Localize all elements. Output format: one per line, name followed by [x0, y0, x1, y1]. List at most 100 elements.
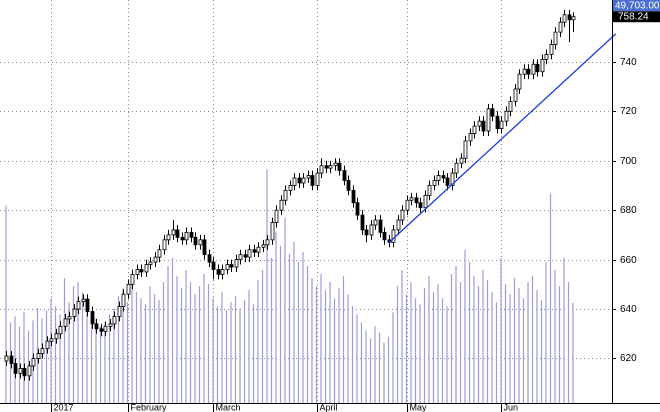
candle-body [468, 133, 473, 142]
candle-body [225, 264, 230, 270]
y-tick-label: 720 [620, 106, 637, 117]
candle-body [504, 110, 509, 122]
y-tick-label: 680 [620, 205, 637, 216]
volume-bar [279, 245, 282, 403]
candle-body [315, 172, 320, 186]
candle-body [193, 236, 198, 246]
volume-bar [428, 276, 430, 403]
candle-body [130, 274, 135, 285]
volume-bar [144, 304, 147, 403]
candle-body [216, 269, 221, 275]
candle-body [346, 180, 351, 191]
volume-bar [446, 306, 448, 403]
candle-body [279, 199, 284, 211]
volume-bar [113, 308, 115, 403]
volume-bar [185, 270, 187, 403]
volume-bar [90, 312, 93, 403]
candle-body [117, 306, 122, 317]
volume-bar [23, 312, 25, 403]
candle-body [535, 63, 540, 73]
volume-bar [450, 274, 453, 403]
candle-body [36, 353, 41, 359]
candle-body [337, 162, 342, 171]
volume-bar [212, 298, 214, 403]
volume-bar [459, 282, 462, 403]
volume-bar [531, 276, 534, 403]
candle-body [544, 53, 549, 60]
candle-body [292, 177, 297, 186]
candle-body [202, 239, 207, 256]
volume-bar [54, 306, 57, 403]
candle-body [378, 219, 383, 233]
volume-bar [99, 326, 102, 403]
candle-body [94, 323, 99, 330]
volume-bar [189, 282, 192, 403]
candle-body [486, 108, 491, 132]
candle-body [121, 293, 126, 307]
candle-body [558, 21, 563, 33]
candle-body [432, 180, 437, 186]
volume-bar [239, 308, 241, 403]
volume-bar [495, 302, 498, 403]
volume-bar [536, 290, 538, 403]
volume-bar [68, 302, 70, 403]
volume-bar [401, 270, 403, 403]
volume-bar [59, 314, 61, 403]
volume-bar [104, 322, 106, 403]
volume-bar [441, 298, 444, 403]
candle-body [409, 197, 414, 201]
candle-body [198, 239, 203, 246]
candle-body [45, 340, 50, 350]
candle-body [252, 249, 257, 253]
volume-bar [311, 278, 313, 403]
volume-bar [455, 265, 457, 403]
candle-body [360, 214, 365, 231]
volume-bar [320, 274, 322, 403]
candle-body [243, 254, 248, 258]
y-tick-label: 700 [620, 156, 637, 167]
candle-body [274, 209, 279, 223]
volume-bar [194, 294, 196, 403]
candle-body [400, 209, 405, 221]
volume-bar [117, 296, 120, 403]
volume-bar [86, 304, 88, 403]
candle-body [405, 199, 410, 211]
volume-bar [527, 282, 529, 403]
volume-bar [126, 302, 129, 403]
candle-body [540, 58, 545, 73]
candle-body [306, 175, 311, 179]
y-tick-label: 660 [620, 255, 637, 266]
volume-bar [347, 294, 349, 403]
volume-bar [329, 282, 331, 403]
candle-body [508, 100, 513, 112]
volume-bar [491, 292, 493, 403]
candle-body [522, 68, 527, 75]
x-tick-label: February [131, 402, 168, 412]
price-label: 758.24 [618, 11, 649, 22]
candle-body [382, 232, 387, 241]
candle-body [99, 328, 104, 332]
candle-body [157, 249, 162, 258]
axis-layer: 620 640 660 680 700 720 740 2017 February March Ap… [51, 0, 660, 412]
volume-bar [297, 261, 300, 403]
price-label-box [613, 11, 660, 23]
x-tick-label: April [320, 402, 338, 412]
volume-bar [72, 286, 75, 403]
volume-bar [171, 257, 174, 403]
volume-bar [522, 298, 525, 403]
candle-body [549, 44, 554, 55]
candle-body [103, 325, 108, 332]
volume-bar [549, 193, 552, 403]
volume-bar [167, 265, 169, 403]
volume-bar [383, 342, 385, 403]
candle-body [72, 308, 77, 317]
candle-body [211, 261, 216, 270]
volume-bar [95, 318, 97, 403]
candle-body [81, 298, 86, 303]
candle-body [247, 249, 252, 258]
candle-body [490, 108, 495, 117]
volume-bar [135, 292, 138, 403]
y-tick-label: 620 [620, 353, 637, 364]
volume-bar [563, 257, 565, 403]
